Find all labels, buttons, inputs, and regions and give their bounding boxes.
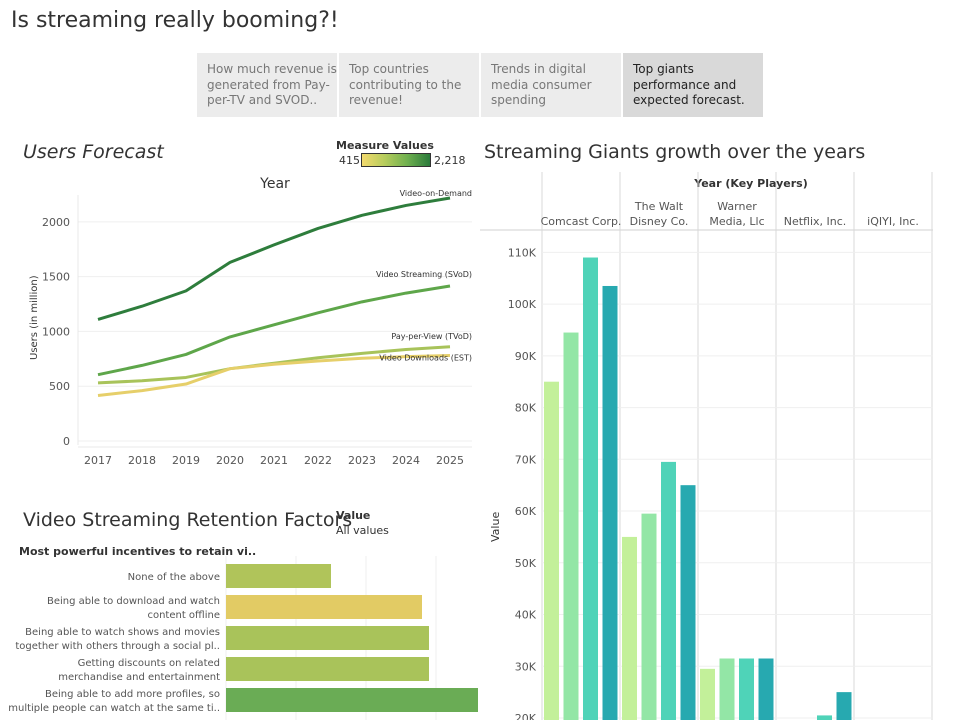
giants-bar-0-0[interactable] xyxy=(544,381,559,720)
tab-revenue[interactable]: How much revenue is generated from Pay-p… xyxy=(197,53,337,117)
giants-bar-0-1[interactable] xyxy=(563,332,579,720)
tab-top-countries[interactable]: Top countries contributing to the revenu… xyxy=(339,53,479,117)
giants-bar-0-2[interactable] xyxy=(583,257,598,720)
giants-bar-2-0[interactable] xyxy=(700,668,715,720)
giants-bar-1-1[interactable] xyxy=(641,513,657,720)
line-chart-x-tick: 2021 xyxy=(260,454,288,467)
giants-y-tick: 90K xyxy=(515,350,537,363)
retention-chart: None of the above Being able to download … xyxy=(8,556,478,720)
retention-bar-2[interactable] xyxy=(226,626,429,650)
giants-group-label: Netflix, Inc. xyxy=(784,215,847,228)
retention-bar-1[interactable] xyxy=(226,595,422,619)
giants-y-tick: 40K xyxy=(515,609,537,622)
giants-y-axis-label: Value xyxy=(489,512,502,542)
giants-y-tick: 110K xyxy=(508,246,537,259)
line-chart-y-tick: 1500 xyxy=(42,271,70,284)
line-chart-y-tick: 1000 xyxy=(42,325,70,338)
users-forecast-title: Users Forecast xyxy=(23,141,164,163)
giants-bar-0-3[interactable] xyxy=(602,285,618,720)
line-series-label-3: Video Downloads (EST) xyxy=(379,354,472,363)
line-chart-y-tick: 500 xyxy=(49,380,70,393)
page-title: Is streaming really booming?! xyxy=(11,8,339,33)
retention-bar-0[interactable] xyxy=(226,564,331,588)
line-chart-x-tick: 2019 xyxy=(172,454,200,467)
giants-chart-header: Year (Key Players) xyxy=(693,177,807,190)
giants-bar-2-1[interactable] xyxy=(719,658,735,720)
line-chart-y-tick: 0 xyxy=(63,435,70,448)
giants-y-tick: 60K xyxy=(515,505,537,518)
line-chart-x-tick: 2023 xyxy=(348,454,376,467)
giants-y-tick: 70K xyxy=(515,453,537,466)
retention-category-label: multiple people can watch at the same ti… xyxy=(8,703,220,714)
retention-category-label: Being able to watch shows and movies xyxy=(25,627,220,638)
giants-group-label: Comcast Corp. xyxy=(541,215,622,228)
line-series-0[interactable] xyxy=(97,196,451,321)
retention-category-label: None of the above xyxy=(128,572,220,583)
line-chart-x-tick: 2025 xyxy=(436,454,464,467)
giants-bar-3-3[interactable] xyxy=(836,692,852,720)
legend-title: Measure Values xyxy=(336,139,434,152)
retention-filter-label: Value xyxy=(336,509,371,522)
giants-bar-2-2[interactable] xyxy=(739,658,754,720)
line-series-3[interactable] xyxy=(97,354,451,398)
legend-max: 2,218 xyxy=(434,154,466,167)
giants-group-label: Warner xyxy=(717,200,757,213)
legend-min: 415 xyxy=(339,154,360,167)
giants-group-label: The Walt xyxy=(634,200,684,213)
retention-category-label: Being able to download and watch xyxy=(47,596,220,607)
retention-category-label: together with others through a social pl… xyxy=(15,641,220,652)
tab-consumer-spending[interactable]: Trends in digital media consumer spendin… xyxy=(481,53,621,117)
giants-y-tick: 50K xyxy=(515,557,537,570)
retention-bar-3[interactable] xyxy=(226,657,429,681)
line-chart-x-tick: 2024 xyxy=(392,454,420,467)
retention-bar-4[interactable] xyxy=(226,688,478,712)
line-chart-y-axis-label: Users (in million) xyxy=(29,275,40,360)
users-forecast-chart: Year Users (in million) 0 500 1000 1500 2000… xyxy=(29,176,472,467)
giants-y-tick: 30K xyxy=(515,660,537,673)
line-chart-x-tick: 2022 xyxy=(304,454,332,467)
giants-y-tick: 80K xyxy=(515,402,537,415)
giants-group-label: Media, Llc xyxy=(709,215,764,228)
line-series-label-1: Video Streaming (SVoD) xyxy=(376,270,472,279)
line-chart-x-tick: 2017 xyxy=(84,454,112,467)
giants-chart: Year (Key Players) Comcast Corp. The Walt… xyxy=(480,172,933,720)
giants-y-tick: 100K xyxy=(508,298,537,311)
retention-filter-value[interactable]: All values xyxy=(336,524,389,537)
retention-category-label: merchandise and entertainment xyxy=(58,672,220,683)
retention-category-label: Being able to add more profiles, so xyxy=(45,689,220,700)
line-chart-header: Year xyxy=(259,176,290,192)
giants-bar-2-3[interactable] xyxy=(758,658,774,720)
giants-bar-1-3[interactable] xyxy=(680,485,696,720)
line-chart-x-tick: 2020 xyxy=(216,454,244,467)
giants-title: Streaming Giants growth over the years xyxy=(484,141,866,163)
giants-group-label: iQIYI, Inc. xyxy=(867,215,919,228)
tab-top-giants[interactable]: Top giants performance and expected fore… xyxy=(623,53,763,117)
giants-y-tick: 20K xyxy=(515,712,537,720)
line-series-label-0: Video-on-Demand xyxy=(400,189,472,198)
retention-title: Video Streaming Retention Factors xyxy=(23,509,353,531)
giants-group-label: Disney Co. xyxy=(630,215,689,228)
giants-bar-1-2[interactable] xyxy=(661,461,676,720)
retention-column-header: Most powerful incentives to retain vi.. xyxy=(19,545,257,558)
giants-bar-1-0[interactable] xyxy=(622,536,637,720)
line-chart-x-tick: 2018 xyxy=(128,454,156,467)
line-series-1[interactable] xyxy=(97,284,451,377)
retention-category-label: content offline xyxy=(147,610,220,621)
legend-color-ramp xyxy=(361,153,431,167)
retention-category-label: Getting discounts on related xyxy=(78,658,220,669)
giants-bar-3-2[interactable] xyxy=(817,715,832,720)
line-series-label-2: Pay-per-View (TVoD) xyxy=(391,332,472,341)
line-chart-y-tick: 2000 xyxy=(42,216,70,229)
